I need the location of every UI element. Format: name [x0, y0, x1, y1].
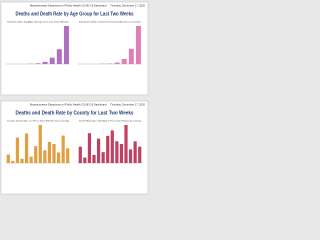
bar	[11, 160, 15, 163]
bar	[47, 141, 52, 163]
bar	[24, 133, 29, 163]
bar	[49, 57, 55, 64]
bar	[121, 58, 127, 64]
bar	[119, 144, 124, 163]
header: Massachusetts Department of Public Healt…	[30, 4, 107, 8]
bar	[128, 149, 133, 163]
header: Massachusetts Department of Public Healt…	[30, 103, 107, 107]
bar	[83, 157, 87, 163]
bar	[133, 141, 137, 163]
bar	[101, 152, 105, 163]
bar	[138, 146, 142, 163]
bar	[87, 133, 92, 163]
bar	[43, 150, 47, 163]
chart-caption: Death Rate (per 100,000) in Past Two Wee…	[79, 120, 142, 123]
chart-caption: Total Deaths by Age Group for Last Two W…	[7, 21, 70, 24]
page: Massachusetts Department of Public Healt…	[0, 0, 149, 198]
bar	[38, 125, 42, 163]
bar	[6, 154, 10, 163]
bar	[96, 138, 101, 163]
bar	[61, 135, 65, 163]
bar	[114, 62, 120, 64]
chart-caption: Death Rate (per 100,000) of Confirmed CO…	[79, 21, 142, 24]
bar	[63, 26, 69, 64]
bar	[35, 63, 41, 64]
bar	[128, 48, 134, 64]
bar	[15, 137, 20, 163]
bar	[110, 130, 114, 163]
bar	[107, 63, 113, 64]
bar	[78, 146, 82, 163]
date: Thursday, December 17, 2020	[110, 4, 145, 8]
bar	[115, 141, 119, 163]
bar	[29, 156, 33, 163]
bar	[56, 152, 61, 163]
bar	[124, 125, 128, 163]
bar	[34, 146, 38, 163]
bar	[52, 144, 56, 163]
bar	[135, 26, 141, 64]
bar	[92, 154, 96, 163]
title: Deaths and Death Rate by Age Group for L…	[16, 11, 134, 17]
slide	[0, 1, 149, 96]
bar	[42, 61, 48, 64]
bar	[20, 158, 24, 163]
bar	[106, 135, 110, 163]
date: Thursday, December 17, 2020	[110, 103, 145, 107]
title: Deaths and Death Rate by County for Last…	[16, 110, 134, 116]
document: Massachusetts Department of Public Healt…	[0, 1, 149, 195]
bar	[56, 49, 62, 64]
chart-caption: Count of Deaths in Past Two Weeks by Cou…	[7, 120, 70, 123]
bar	[66, 148, 70, 163]
